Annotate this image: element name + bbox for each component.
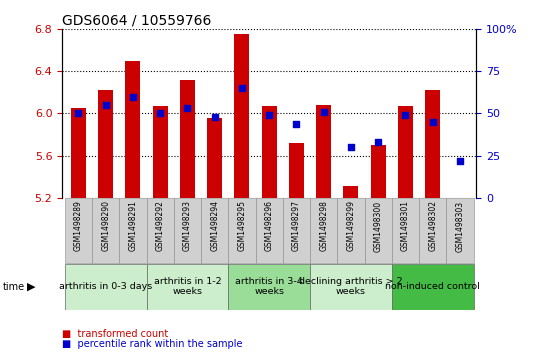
Text: ■  percentile rank within the sample: ■ percentile rank within the sample bbox=[62, 339, 242, 350]
Point bbox=[347, 144, 355, 150]
Bar bbox=[153, 106, 168, 198]
Text: ▶: ▶ bbox=[27, 282, 36, 292]
Bar bbox=[310, 198, 338, 263]
Point bbox=[374, 139, 382, 145]
Text: arthritis in 0-3 days: arthritis in 0-3 days bbox=[59, 282, 152, 291]
Text: GSM1498298: GSM1498298 bbox=[319, 200, 328, 251]
Bar bbox=[228, 198, 255, 263]
Bar bbox=[174, 198, 201, 263]
Bar bbox=[283, 198, 310, 263]
Bar bbox=[201, 198, 228, 263]
Text: GSM1498290: GSM1498290 bbox=[101, 200, 110, 252]
Bar bbox=[65, 198, 92, 263]
Point bbox=[292, 121, 301, 126]
Text: non-induced control: non-induced control bbox=[386, 282, 480, 291]
Text: GSM1498292: GSM1498292 bbox=[156, 200, 165, 251]
Text: GSM1498297: GSM1498297 bbox=[292, 200, 301, 252]
Bar bbox=[65, 264, 146, 310]
Point bbox=[319, 109, 328, 115]
Text: time: time bbox=[3, 282, 25, 292]
Text: arthritis in 3-4
weeks: arthritis in 3-4 weeks bbox=[235, 277, 303, 297]
Bar bbox=[364, 198, 392, 263]
Text: GSM1498301: GSM1498301 bbox=[401, 200, 410, 252]
Bar bbox=[255, 198, 283, 263]
Point bbox=[74, 111, 83, 117]
Text: GSM1498296: GSM1498296 bbox=[265, 200, 274, 252]
Bar bbox=[125, 61, 140, 198]
Bar bbox=[392, 264, 474, 310]
Bar bbox=[398, 106, 413, 198]
Bar bbox=[71, 108, 86, 198]
Text: GSM1498291: GSM1498291 bbox=[129, 200, 138, 251]
Bar bbox=[338, 198, 364, 263]
Bar bbox=[98, 90, 113, 198]
Point bbox=[265, 112, 273, 118]
Bar bbox=[446, 198, 474, 263]
Text: GSM1498294: GSM1498294 bbox=[210, 200, 219, 252]
Point bbox=[211, 114, 219, 120]
Point bbox=[183, 106, 192, 111]
Point bbox=[456, 158, 464, 164]
Bar bbox=[310, 264, 392, 310]
Text: GSM1498293: GSM1498293 bbox=[183, 200, 192, 252]
Text: arthritis in 1-2
weeks: arthritis in 1-2 weeks bbox=[154, 277, 221, 297]
Point bbox=[428, 119, 437, 125]
Text: GSM1498295: GSM1498295 bbox=[238, 200, 246, 252]
Bar bbox=[419, 198, 446, 263]
Bar bbox=[289, 143, 304, 198]
Bar bbox=[316, 105, 331, 198]
Text: declining arthritis > 2
weeks: declining arthritis > 2 weeks bbox=[299, 277, 403, 297]
Bar bbox=[370, 145, 386, 198]
Point bbox=[102, 102, 110, 108]
Bar bbox=[207, 118, 222, 198]
Bar bbox=[234, 34, 249, 198]
Bar bbox=[262, 106, 276, 198]
Point bbox=[401, 112, 410, 118]
Point bbox=[238, 85, 246, 91]
Bar bbox=[146, 264, 228, 310]
Text: GSM1498302: GSM1498302 bbox=[428, 200, 437, 252]
Text: ■  transformed count: ■ transformed count bbox=[62, 329, 168, 339]
Bar bbox=[146, 198, 174, 263]
Point bbox=[129, 94, 137, 99]
Text: GDS6064 / 10559766: GDS6064 / 10559766 bbox=[62, 14, 212, 28]
Bar bbox=[343, 186, 359, 198]
Text: GSM1498289: GSM1498289 bbox=[74, 200, 83, 251]
Point bbox=[156, 111, 165, 117]
Bar bbox=[228, 264, 310, 310]
Bar bbox=[119, 198, 146, 263]
Bar bbox=[425, 90, 440, 198]
Bar bbox=[392, 198, 419, 263]
Text: GSM1498303: GSM1498303 bbox=[455, 200, 464, 252]
Text: GSM1498299: GSM1498299 bbox=[347, 200, 355, 252]
Bar bbox=[92, 198, 119, 263]
Bar bbox=[180, 80, 195, 198]
Text: GSM1498300: GSM1498300 bbox=[374, 200, 383, 252]
